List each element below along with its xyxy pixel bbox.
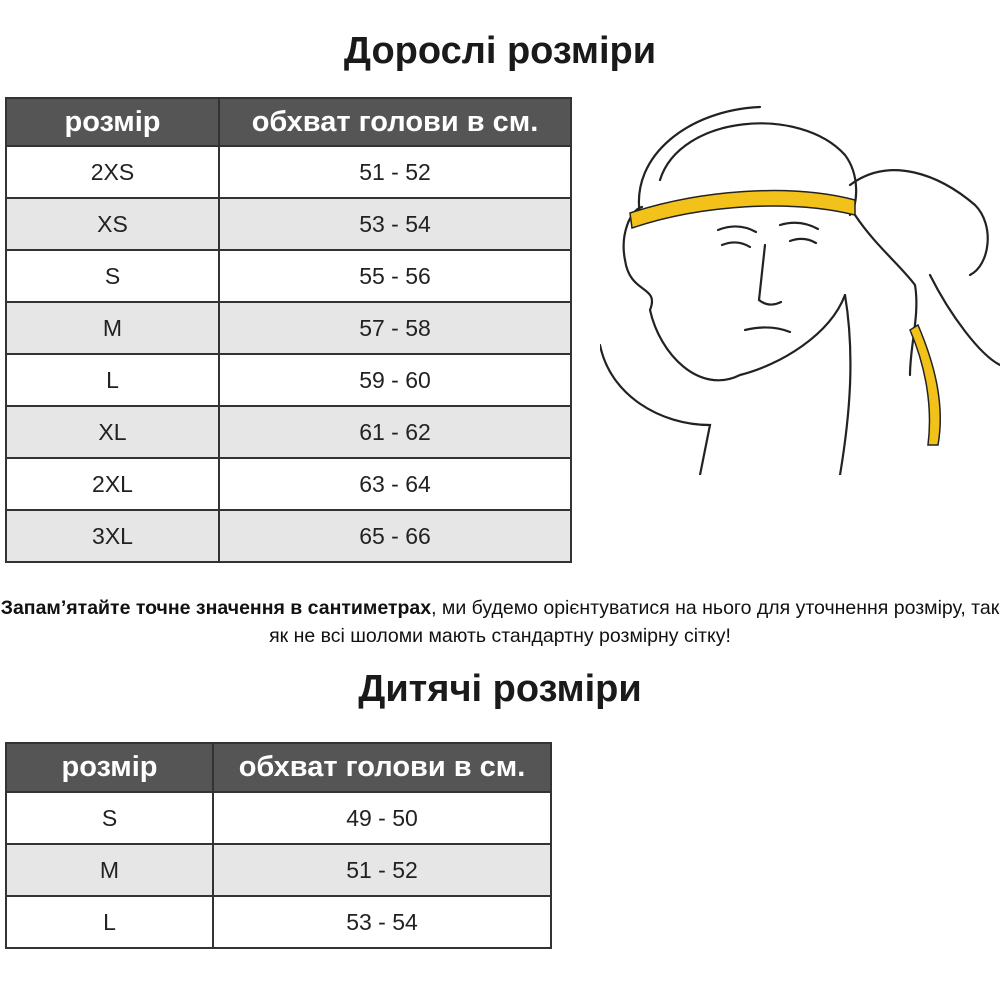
measurement-note: Запам’ятайте точне значення в сантиметра… bbox=[0, 594, 1000, 650]
table-row: XL 61 - 62 bbox=[5, 405, 572, 459]
circumference-cell: 59 - 60 bbox=[218, 353, 572, 407]
circumference-cell: 53 - 54 bbox=[218, 197, 572, 251]
size-cell: 2XS bbox=[5, 145, 220, 199]
circumference-cell: 57 - 58 bbox=[218, 301, 572, 355]
circumference-cell: 55 - 56 bbox=[218, 249, 572, 303]
size-cell: L bbox=[5, 895, 214, 949]
table-row: S 49 - 50 bbox=[5, 791, 552, 845]
table-header: розмір обхват голови в см. bbox=[5, 97, 572, 147]
size-cell: M bbox=[5, 843, 214, 897]
size-cell: M bbox=[5, 301, 220, 355]
table-row: M 57 - 58 bbox=[5, 301, 572, 355]
kids-size-table: розмір обхват голови в см. S 49 - 50 M 51 -… bbox=[5, 742, 552, 949]
table-row: L 59 - 60 bbox=[5, 353, 572, 407]
header-circumference: обхват голови в см. bbox=[212, 742, 552, 793]
table-header: розмір обхват голови в см. bbox=[5, 742, 552, 793]
size-cell: 3XL bbox=[5, 509, 220, 563]
table-row: 2XS 51 - 52 bbox=[5, 145, 572, 199]
circumference-cell: 53 - 54 bbox=[212, 895, 552, 949]
note-text: , ми будемо орієнтуватися на нього для у… bbox=[269, 597, 1000, 647]
header-size: розмір bbox=[5, 97, 220, 147]
circumference-cell: 63 - 64 bbox=[218, 457, 572, 511]
table-row: M 51 - 52 bbox=[5, 843, 552, 897]
size-cell: XL bbox=[5, 405, 220, 459]
table-row: 2XL 63 - 64 bbox=[5, 457, 572, 511]
kids-sizes-title: Дитячі розміри bbox=[358, 668, 642, 710]
circumference-cell: 51 - 52 bbox=[212, 843, 552, 897]
note-emphasis: Запам’ятайте точне значення в сантиметра… bbox=[0, 597, 432, 619]
table-row: 3XL 65 - 66 bbox=[5, 509, 572, 563]
header-size: розмір bbox=[5, 742, 214, 793]
size-cell: XS bbox=[5, 197, 220, 251]
table-row: XS 53 - 54 bbox=[5, 197, 572, 251]
table-row: L 53 - 54 bbox=[5, 895, 552, 949]
header-circumference: обхват голови в см. bbox=[218, 97, 572, 147]
size-cell: L bbox=[5, 353, 220, 407]
circumference-cell: 51 - 52 bbox=[218, 145, 572, 199]
circumference-cell: 65 - 66 bbox=[218, 509, 572, 563]
adult-size-table: розмір обхват голови в см. 2XS 51 - 52 XS 5… bbox=[5, 97, 572, 563]
size-cell: S bbox=[5, 791, 214, 845]
circumference-cell: 49 - 50 bbox=[212, 791, 552, 845]
table-row: S 55 - 56 bbox=[5, 249, 572, 303]
size-cell: 2XL bbox=[5, 457, 220, 511]
head-measuring-tape-illustration bbox=[600, 105, 1000, 475]
size-cell: S bbox=[5, 249, 220, 303]
adult-sizes-title: Дорослі розміри bbox=[343, 30, 657, 72]
circumference-cell: 61 - 62 bbox=[218, 405, 572, 459]
